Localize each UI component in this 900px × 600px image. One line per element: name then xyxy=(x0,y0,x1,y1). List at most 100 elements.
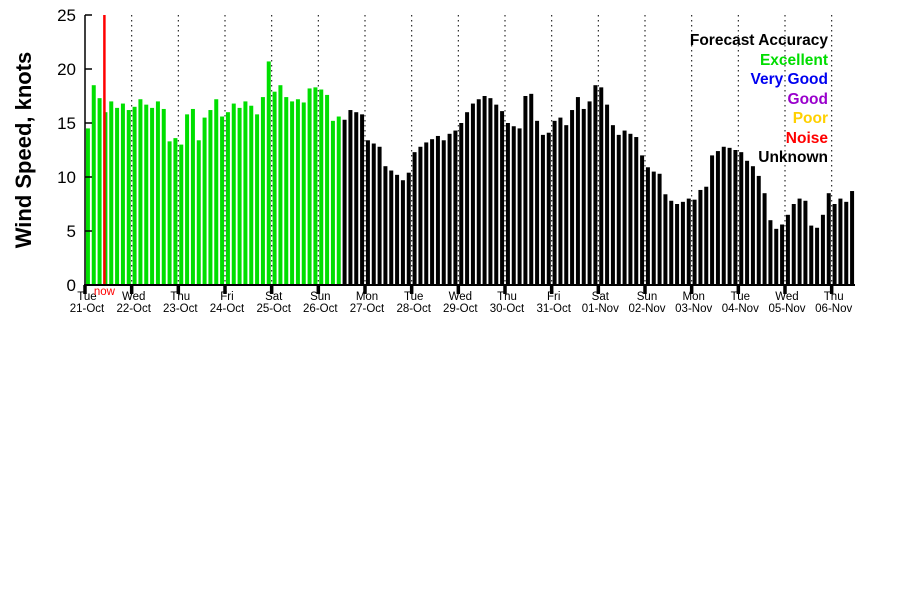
wind-speed-bar xyxy=(383,166,388,285)
wind-speed-bar xyxy=(196,140,201,285)
wind-speed-bar xyxy=(360,114,365,285)
wind-speed-bar xyxy=(581,108,586,286)
wind-speed-bar xyxy=(115,107,120,285)
wind-speed-bar xyxy=(844,201,849,285)
wind-speed-bar xyxy=(640,155,645,285)
wind-speed-bar xyxy=(208,110,213,285)
legend-entry-unknown: Unknown xyxy=(758,149,828,166)
wind-speed-bar xyxy=(494,104,499,285)
wind-speed-bar xyxy=(546,132,551,285)
wind-speed-bar xyxy=(161,108,166,286)
wind-speed-bar xyxy=(342,119,347,285)
day-tick xyxy=(829,285,834,294)
wind-speed-bar xyxy=(389,170,394,285)
wind-speed-bar xyxy=(756,175,761,285)
y-tick-label: 5 xyxy=(67,222,76,241)
x-tick-day: Tue xyxy=(77,291,96,303)
wind-speed-bar xyxy=(430,139,435,285)
x-tick-date: 25-Oct xyxy=(256,303,291,315)
x-tick-date: 01-Nov xyxy=(582,303,619,315)
day-tick xyxy=(549,285,554,294)
wind-speed-bar xyxy=(371,143,376,285)
legend: Forecast Accuracy Excellent Very Good Go… xyxy=(690,31,828,168)
wind-speed-bar xyxy=(820,214,825,285)
wind-speed-bar xyxy=(570,110,575,285)
legend-entry-good: Good xyxy=(787,90,828,108)
wind-speed-bar xyxy=(651,171,656,285)
x-tick-day: Thu xyxy=(497,291,517,303)
wind-speed-bar xyxy=(850,191,855,285)
x-tick-day: Sat xyxy=(265,291,283,303)
wind-speed-bar xyxy=(465,112,470,285)
day-tick xyxy=(363,285,367,294)
wind-speed-bar xyxy=(91,85,96,285)
x-tick-day: Wed xyxy=(775,291,798,303)
wind-speed-bar xyxy=(167,141,172,285)
wind-speed-bar xyxy=(721,146,726,285)
wind-speed-bar xyxy=(797,198,802,285)
wind-speed-bar xyxy=(698,189,703,285)
x-tick-day: Sun xyxy=(310,291,330,303)
x-tick-date: 03-Nov xyxy=(675,303,712,315)
wind-speed-bar xyxy=(295,99,300,286)
wind-speed-bar xyxy=(85,128,90,285)
x-tick-date: 31-Oct xyxy=(536,303,571,315)
wind-speed-bar xyxy=(354,112,359,285)
day-tick xyxy=(643,285,647,294)
legend-entry-very-good: Very Good xyxy=(750,71,828,88)
wind-speed-bar xyxy=(704,186,709,285)
wind-speed-bar xyxy=(255,114,260,285)
wind-speed-bar xyxy=(500,111,505,286)
x-tick-day: Wed xyxy=(449,291,472,303)
x-tick-day: Thu xyxy=(170,291,190,303)
wind-speed-bar xyxy=(237,107,242,285)
wind-speed-bar xyxy=(564,125,569,285)
wind-speed-bar xyxy=(809,225,814,285)
wind-speed-bar xyxy=(132,106,137,285)
x-tick-date: 06-Nov xyxy=(815,303,852,315)
wind-speed-bar xyxy=(214,99,219,286)
wind-speed-bar xyxy=(686,198,691,285)
day-tick xyxy=(689,285,694,294)
x-tick-day: Tue xyxy=(731,291,750,303)
wind-speed-bar xyxy=(529,93,534,285)
day-tick xyxy=(783,285,787,294)
wind-speed-bar xyxy=(202,117,207,285)
wind-speed-bar xyxy=(470,103,475,285)
wind-speed-bar xyxy=(476,99,481,286)
wind-speed-bar xyxy=(663,194,668,285)
wind-speed-bar xyxy=(190,108,195,286)
wind-speed-bar xyxy=(220,116,225,286)
wind-speed-bar xyxy=(599,87,604,285)
wind-speed-bar xyxy=(791,204,796,285)
now-label: now xyxy=(94,286,116,298)
x-tick-date: 27-Oct xyxy=(350,303,385,315)
wind-speed-bar xyxy=(330,120,335,285)
wind-speed-bar xyxy=(803,200,808,285)
day-tick xyxy=(596,285,601,294)
wind-speed-bar xyxy=(680,201,685,285)
x-tick-date: 24-Oct xyxy=(210,303,245,315)
wind-speed-bar xyxy=(231,103,236,285)
wind-speed-bar xyxy=(826,193,831,285)
x-tick-day: Mon xyxy=(356,291,378,303)
wind-speed-bar xyxy=(441,140,446,285)
day-tick xyxy=(456,285,461,294)
x-tick-date: 02-Nov xyxy=(628,303,665,315)
y-tick-label: 10 xyxy=(57,168,76,187)
wind-speed-bar xyxy=(488,98,493,285)
wind-speed-bar xyxy=(762,193,767,285)
x-tick-date: 26-Oct xyxy=(303,303,338,315)
x-tick-day: Thu xyxy=(824,291,844,303)
day-tick xyxy=(409,285,414,294)
wind-speed-bar xyxy=(179,144,184,285)
wind-speed-bar xyxy=(348,110,353,285)
x-tick-date: 04-Nov xyxy=(722,303,759,315)
wind-speed-bar xyxy=(552,120,557,285)
wind-speed-bar xyxy=(336,116,341,286)
wind-speed-bar xyxy=(225,112,230,285)
wind-speed-bar xyxy=(284,97,289,285)
wind-speed-bar xyxy=(511,126,516,286)
x-tick-day: Wed xyxy=(122,291,145,303)
y-tick-label: 25 xyxy=(57,6,76,25)
